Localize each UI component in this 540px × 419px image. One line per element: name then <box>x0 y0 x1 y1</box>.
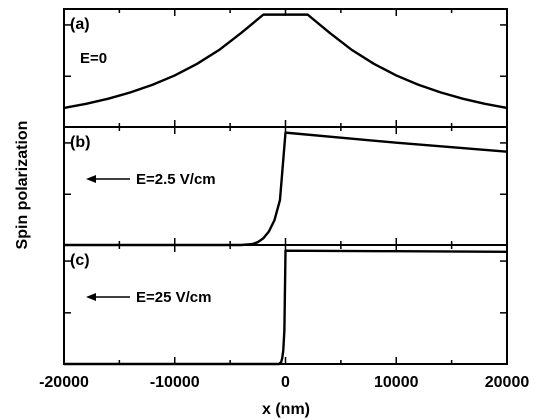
x-tick-labels: -20000 -10000 0 10000 20000 <box>39 374 529 391</box>
panel-label: (a) <box>70 16 90 33</box>
x-tick-label: 20000 <box>485 374 530 391</box>
panel-a: (a) E=0 <box>63 8 508 128</box>
x-tick-label: 10000 <box>374 374 419 391</box>
series-line-a <box>63 13 508 110</box>
panel-label: (b) <box>70 134 90 151</box>
panel-label: (c) <box>70 252 90 269</box>
x-axis-label: x (nm) <box>262 401 310 418</box>
field-arrow-head <box>86 293 96 301</box>
x-tick-label: -10000 <box>150 374 200 391</box>
panel-c: (c) E=25 V/cm <box>63 244 508 366</box>
y-axis-label: Spin polarization <box>14 121 31 250</box>
field-annotation: E=25 V/cm <box>136 289 211 306</box>
panel-b: (b) E=2.5 V/cm <box>63 126 508 247</box>
x-tick-label: -20000 <box>39 374 89 391</box>
x-tick-label: 0 <box>281 374 290 391</box>
field-arrow-head <box>86 175 96 183</box>
series-line-c <box>64 249 508 366</box>
field-annotation: E=2.5 V/cm <box>136 171 216 188</box>
panel-frame <box>63 8 508 128</box>
field-annotation: E=0 <box>80 50 107 67</box>
series-line-b <box>64 131 508 247</box>
panels-group: (a) E=0 (b) E=2.5 V/cm (c) E=25 V/cm <box>63 8 508 366</box>
